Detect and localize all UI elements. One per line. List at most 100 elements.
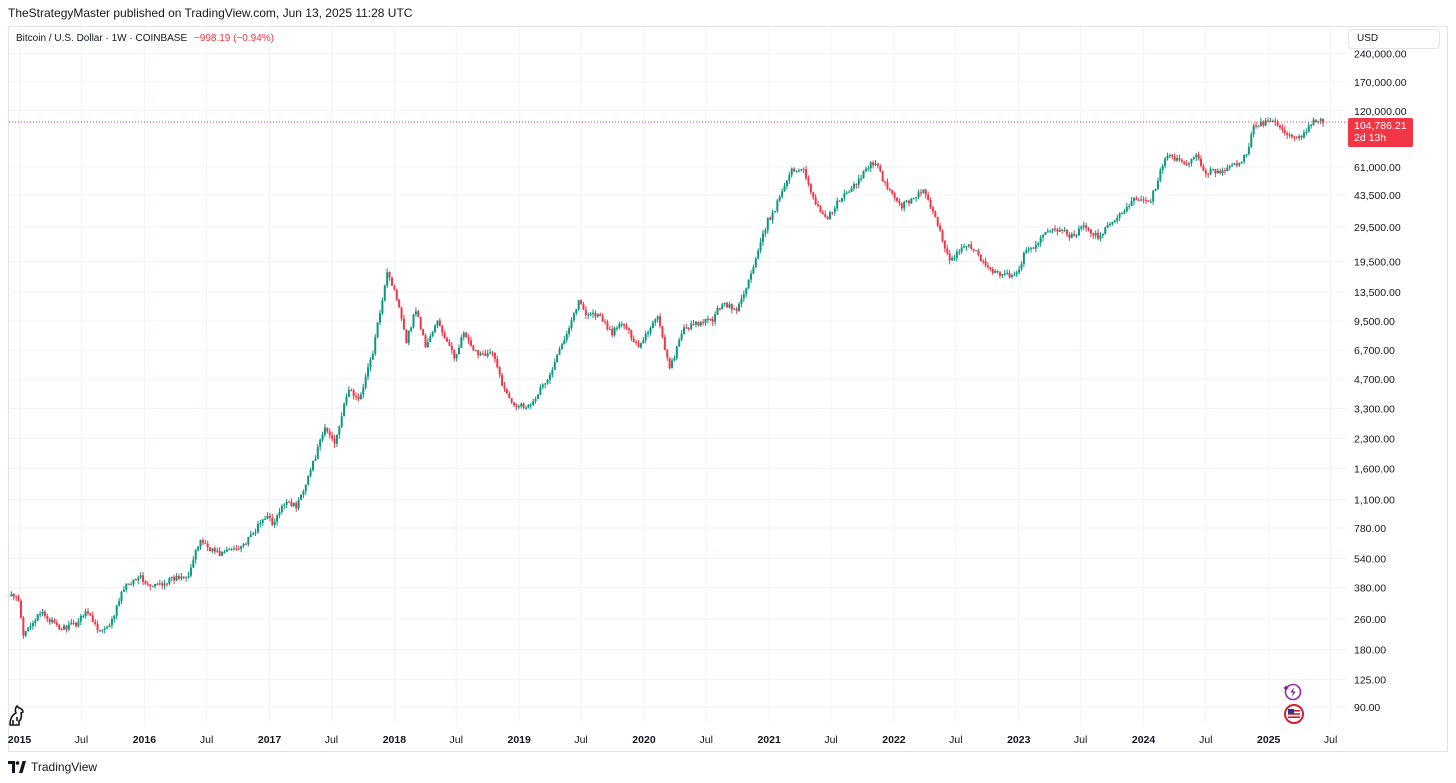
horse-icon[interactable]	[6, 703, 28, 727]
x-tick-label: Jul	[1074, 734, 1087, 746]
candle-body	[165, 583, 168, 585]
candle-body	[1022, 252, 1025, 265]
us-flag-icon[interactable]	[1284, 704, 1304, 724]
candle-body	[1109, 224, 1112, 226]
candle-body	[1250, 134, 1253, 147]
currency-button[interactable]: USD	[1348, 29, 1440, 49]
candle-body	[1003, 273, 1006, 275]
candle-body	[1056, 229, 1059, 232]
y-tick-label: 125.00	[1354, 675, 1386, 687]
candle-body	[1214, 169, 1217, 174]
candle-body	[86, 611, 89, 614]
candle-body	[560, 344, 563, 350]
candle-body	[398, 299, 401, 308]
candle-body	[735, 308, 738, 311]
candle-body	[644, 333, 647, 341]
candle-body	[242, 543, 245, 547]
candle-body	[446, 338, 449, 342]
candle-body	[1197, 154, 1200, 159]
candle-body	[572, 313, 575, 321]
candle-body	[1178, 158, 1181, 160]
candle-body	[36, 614, 39, 621]
candle-body	[323, 427, 326, 435]
candle-body	[221, 551, 224, 556]
candle-body	[714, 314, 717, 322]
candle-body	[599, 314, 602, 316]
candle-body	[1231, 164, 1234, 167]
candle-body	[604, 321, 607, 323]
candle-body	[187, 575, 190, 578]
candle-body	[726, 302, 729, 308]
candle-body	[1290, 134, 1293, 137]
candle-body	[194, 550, 197, 560]
candle-body	[326, 427, 329, 432]
candle-body	[426, 342, 429, 348]
candle-body	[462, 332, 465, 337]
candle-body	[108, 625, 111, 628]
candle-body	[1094, 232, 1097, 236]
candle-body	[1027, 248, 1030, 251]
candle-body	[690, 323, 693, 330]
candle-body	[201, 540, 204, 543]
symbol-legend[interactable]: Bitcoin / U.S. Dollar · 1W · COINBASE −9…	[16, 33, 274, 44]
candle-body	[1154, 188, 1157, 191]
candle-body	[1190, 158, 1193, 164]
candle-body	[395, 289, 398, 300]
candle-body	[149, 584, 152, 587]
candle-body	[244, 543, 247, 545]
candle-body	[532, 401, 535, 405]
candle-body	[1322, 118, 1325, 124]
candle-body	[1310, 124, 1313, 126]
candle-body	[886, 182, 889, 189]
candle-body	[809, 183, 812, 193]
candle-body	[1295, 137, 1298, 139]
candle-body	[436, 320, 439, 326]
candle-body	[419, 316, 422, 330]
candle-body	[594, 312, 597, 317]
y-tick-label: 61,000.00	[1354, 162, 1401, 174]
candle-body	[96, 623, 99, 631]
y-tick-label: 1,600.00	[1354, 463, 1395, 475]
candle-body	[489, 352, 492, 354]
bar-countdown: 2d 13h	[1354, 132, 1387, 144]
candle-body	[1140, 199, 1143, 201]
candle-body	[335, 434, 338, 444]
candle-body	[379, 313, 382, 323]
x-tick-label: Jul	[700, 734, 713, 746]
candle-body	[769, 217, 772, 220]
candle-body	[1116, 217, 1119, 221]
candle-body	[1238, 162, 1241, 166]
candle-body	[1137, 200, 1140, 202]
candle-body	[1255, 125, 1258, 127]
candle-body	[46, 615, 49, 619]
y-tick-label: 240,000.00	[1354, 48, 1407, 60]
candle-body	[1099, 235, 1102, 239]
candle-body	[967, 244, 970, 246]
candle-body	[146, 583, 149, 585]
candle-body	[869, 162, 872, 169]
y-tick-label: 170,000.00	[1354, 77, 1407, 89]
candle-body	[874, 163, 877, 166]
candle-body	[1054, 228, 1057, 230]
candlestick-series	[10, 117, 1325, 639]
candle-body	[1010, 275, 1013, 278]
candle-body	[510, 398, 513, 403]
candle-body	[1152, 190, 1155, 202]
candle-body	[48, 618, 51, 623]
candle-body	[1317, 121, 1320, 123]
candle-body	[278, 511, 281, 516]
candle-body	[1077, 228, 1080, 236]
candle-body	[951, 257, 954, 261]
candle-body	[800, 169, 803, 171]
sparkle-lightning-icon[interactable]	[1283, 682, 1303, 702]
candle-body	[587, 314, 590, 316]
candle-body	[1142, 199, 1145, 201]
candle-body	[211, 548, 214, 552]
candle-body	[280, 506, 283, 512]
candle-body	[259, 522, 262, 524]
candle-body	[60, 629, 63, 631]
x-tick-label: Jul	[200, 734, 213, 746]
candle-body	[491, 352, 494, 354]
candle-body	[776, 200, 779, 212]
